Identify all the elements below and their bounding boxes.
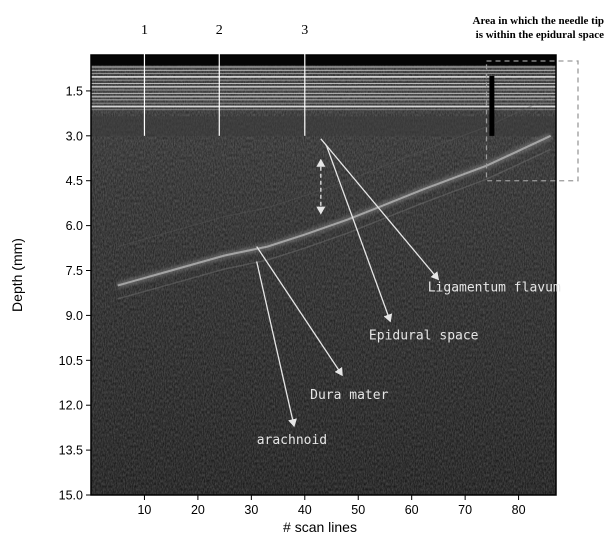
x-tick-label: 70 [458, 503, 472, 517]
x-axis-title: # scan lines [283, 519, 357, 535]
top-reflection-bands [91, 55, 556, 136]
scan-line-markers: 1 2 3 [141, 23, 308, 136]
near-field-haze [91, 116, 556, 136]
tissue-layers [116, 96, 553, 300]
y-tick-label: 12.0 [59, 399, 83, 413]
x-tick-label: 80 [512, 503, 526, 517]
annotation-arrow-1 [325, 144, 393, 323]
x-tick-label: 10 [137, 503, 151, 517]
annotation-arrow-2 [256, 246, 343, 377]
annotations: Ligamentum flavum Epidural space Dura mate… [256, 138, 561, 448]
y-axis-title: Depth (mm) [9, 238, 25, 312]
x-tick-label: 60 [405, 503, 419, 517]
annotation-label: Ligamentum flavum [428, 280, 561, 295]
y-tick-label: 4.5 [66, 174, 83, 188]
y-tick-label: 7.5 [66, 264, 83, 278]
y-tick-label: 13.5 [59, 444, 83, 458]
annotation-label: Epidural space [369, 328, 479, 343]
annotation-arrow-0 [320, 138, 440, 281]
plot-area [91, 55, 556, 495]
y-tick-label: 9.0 [66, 309, 83, 323]
x-tick-label: 50 [351, 503, 365, 517]
scan-line-marker-label: 2 [216, 23, 223, 38]
highlight-region: Area in which the needle tip is within th… [473, 15, 605, 182]
x-axis: 10 20 30 40 50 60 70 80 [137, 495, 526, 517]
y-tick-label: 10.5 [59, 354, 83, 368]
x-tick-label: 40 [298, 503, 312, 517]
needle-region-caption-line1: Area in which the needle tip [473, 15, 605, 27]
plot-frame [90, 54, 557, 496]
x-tick-label: 20 [191, 503, 205, 517]
arachnoid-reflection-line [117, 148, 552, 300]
y-tick-label: 15.0 [59, 489, 83, 503]
annotation-label: Dura mater [310, 388, 388, 403]
y-tick-label: 1.5 [66, 84, 83, 98]
y-axis: 1.5 3.0 4.5 6.0 7.5 9.0 10.5 12.0 13.5 15.0 [59, 84, 91, 503]
needle-region-box [485, 60, 579, 182]
y-tick-label: 3.0 [66, 129, 83, 143]
dura-reflection-line [117, 134, 552, 287]
annotation-arrow-3 [256, 261, 297, 428]
y-tick-label: 6.0 [66, 219, 83, 233]
x-tick-label: 30 [244, 503, 258, 517]
scan-line-marker-label: 1 [141, 23, 148, 38]
annotation-label: arachnoid [257, 433, 327, 448]
scan-line-marker-label: 3 [301, 23, 308, 38]
needle-region-caption-line2: is within the epidural space [476, 29, 604, 41]
top-dark-band [91, 55, 556, 66]
